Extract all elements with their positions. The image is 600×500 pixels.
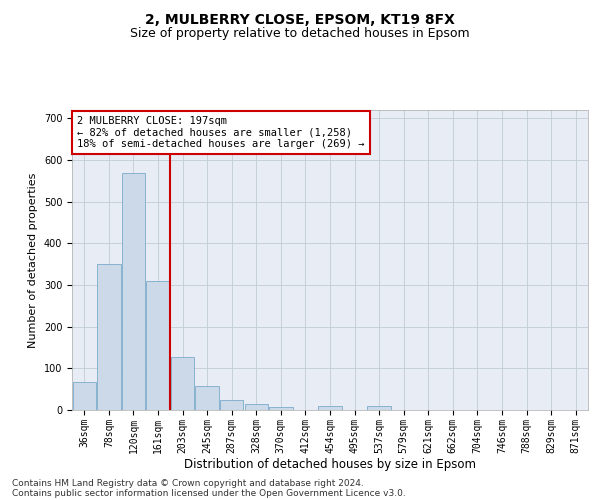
Text: Contains HM Land Registry data © Crown copyright and database right 2024.: Contains HM Land Registry data © Crown c… <box>12 478 364 488</box>
Y-axis label: Number of detached properties: Number of detached properties <box>28 172 38 348</box>
Bar <box>367 406 391 410</box>
Bar <box>196 386 219 410</box>
Bar <box>220 400 244 410</box>
Bar <box>146 281 170 410</box>
Text: 2, MULBERRY CLOSE, EPSOM, KT19 8FX: 2, MULBERRY CLOSE, EPSOM, KT19 8FX <box>145 12 455 26</box>
Bar <box>245 404 268 410</box>
Text: 2 MULBERRY CLOSE: 197sqm
← 82% of detached houses are smaller (1,258)
18% of sem: 2 MULBERRY CLOSE: 197sqm ← 82% of detach… <box>77 116 365 149</box>
Bar <box>171 356 194 410</box>
Bar <box>319 406 341 410</box>
Bar <box>73 382 96 410</box>
Bar <box>97 264 121 410</box>
X-axis label: Distribution of detached houses by size in Epsom: Distribution of detached houses by size … <box>184 458 476 471</box>
Text: Contains public sector information licensed under the Open Government Licence v3: Contains public sector information licen… <box>12 488 406 498</box>
Bar <box>122 172 145 410</box>
Bar <box>269 407 293 410</box>
Text: Size of property relative to detached houses in Epsom: Size of property relative to detached ho… <box>130 28 470 40</box>
